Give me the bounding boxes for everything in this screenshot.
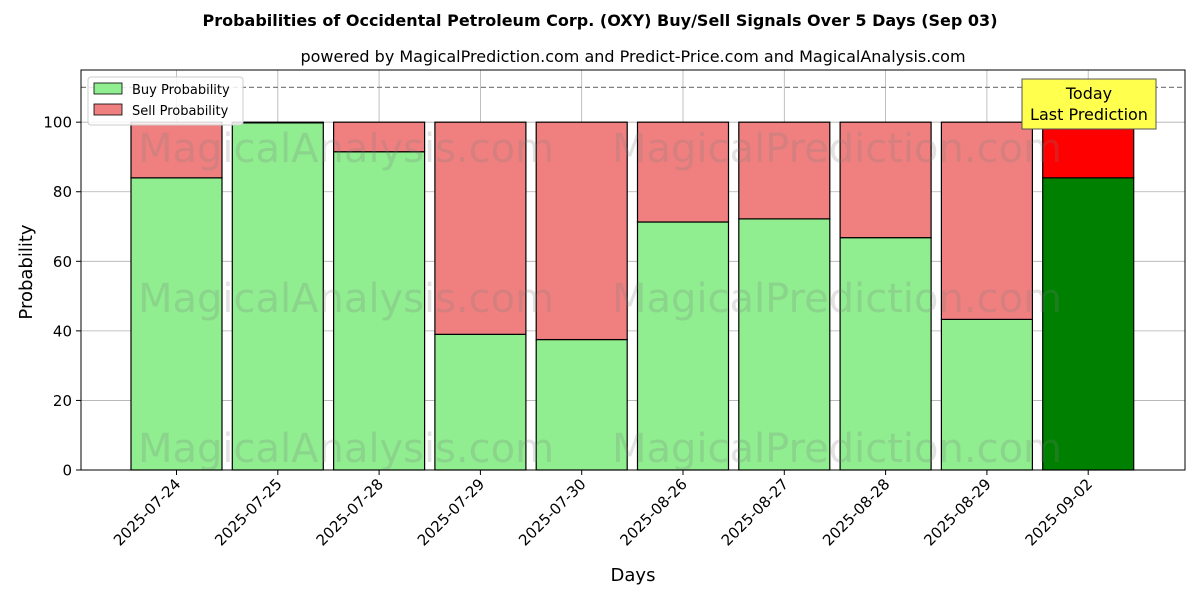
x-tick-label: 2025-07-24 (110, 475, 184, 549)
x-tick-label: 2025-08-29 (920, 475, 994, 549)
buy-bar (535, 338, 628, 471)
legend-sell-label: Sell Probability (132, 104, 229, 119)
sell-bar (636, 121, 730, 223)
chart-title: Probabilities of Occidental Petroleum Co… (202, 11, 997, 30)
x-tick-label: 2025-07-29 (414, 475, 488, 549)
x-tick-label: 2025-08-27 (718, 475, 792, 549)
sell-bar (839, 121, 932, 239)
buy-bar (839, 237, 932, 471)
watermark-text: MagicalPrediction.com (612, 426, 1062, 472)
buy-bar (1042, 177, 1135, 471)
x-tick-label: 2025-08-26 (616, 475, 690, 549)
buy-bar (738, 218, 831, 471)
watermarks: MagicalAnalysis.com MagicalPrediction.com… (138, 126, 1062, 472)
annotation-line1: Today (1065, 84, 1112, 103)
x-tick-label: 2025-07-30 (515, 475, 589, 549)
sell-bar (535, 121, 628, 341)
plot-frame (80, 69, 1186, 471)
y-tick-label: 80 (53, 183, 72, 201)
bars (130, 121, 1135, 471)
x-axis-label: Days (611, 565, 656, 586)
buy-bar (130, 177, 223, 471)
y-axis-label: Probability (16, 224, 37, 319)
legend-buy-label: Buy Probability (132, 83, 230, 98)
y-tick-label: 60 (53, 253, 72, 271)
y-tick-label: 20 (53, 392, 72, 410)
sell-bar (738, 121, 831, 220)
buy-bar (333, 151, 426, 471)
sell-bar (130, 121, 223, 179)
sell-bar (434, 121, 527, 335)
sell-bar (231, 121, 324, 124)
legend-sell-swatch (93, 103, 123, 116)
watermark-text: MagicalPrediction.com (612, 276, 1062, 322)
buy-bar (940, 318, 1034, 471)
sell-bar (333, 121, 426, 153)
watermark-text: MagicalAnalysis.com (138, 126, 554, 172)
legend-box (87, 76, 244, 126)
y-tick-label: 100 (43, 114, 72, 132)
annotation-line2: Last Prediction (1030, 105, 1148, 124)
sell-bar (1042, 121, 1135, 179)
x-tick-label: 2025-08-28 (819, 475, 893, 549)
legend-buy-swatch (93, 82, 123, 95)
chart-subtitle: powered by MagicalPrediction.com and Pre… (300, 47, 965, 66)
watermark-text: MagicalPrediction.com (612, 126, 1062, 172)
watermark-text: MagicalAnalysis.com (138, 276, 554, 322)
today-annotation: Today Last Prediction (1021, 78, 1157, 130)
x-tick-label: 2025-09-02 (1022, 475, 1096, 549)
buy-bar (636, 221, 730, 471)
annotation-box (1021, 78, 1157, 130)
watermark-text: MagicalAnalysis.com (138, 426, 554, 472)
legend: Buy Probability Sell Probability (87, 76, 244, 126)
buy-bar (434, 333, 527, 471)
y-tick-label: 0 (62, 462, 72, 480)
x-tick-label: 2025-07-25 (211, 475, 285, 549)
y-tick-label: 40 (53, 322, 72, 340)
sell-bar (940, 121, 1034, 320)
x-tick-label: 2025-07-28 (313, 475, 387, 549)
